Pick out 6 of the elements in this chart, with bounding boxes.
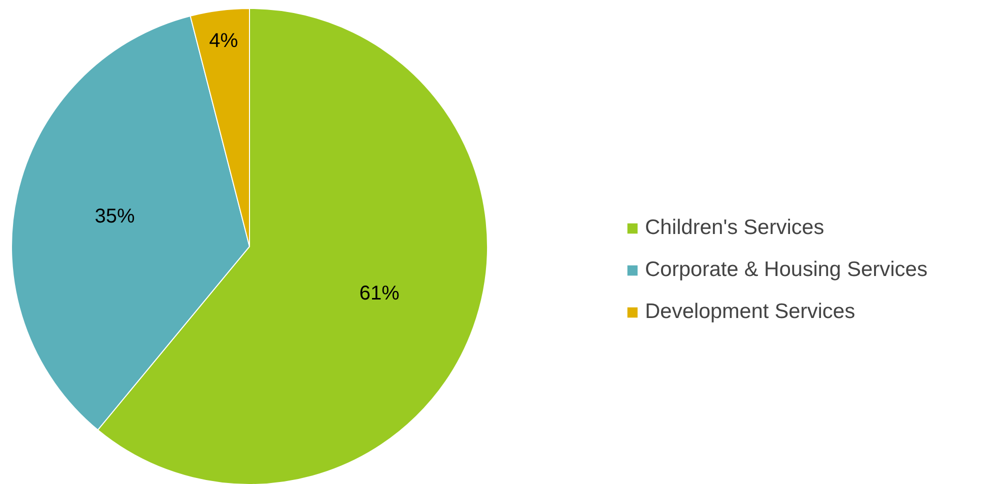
data-label: 4% [209, 30, 238, 52]
data-label: 61% [359, 282, 400, 304]
data-label: 35% [94, 205, 136, 228]
legend-label: Children's Services [645, 216, 824, 240]
legend-label: Corporate & Housing Services [645, 258, 928, 282]
legend-label: Development Services [645, 300, 856, 324]
